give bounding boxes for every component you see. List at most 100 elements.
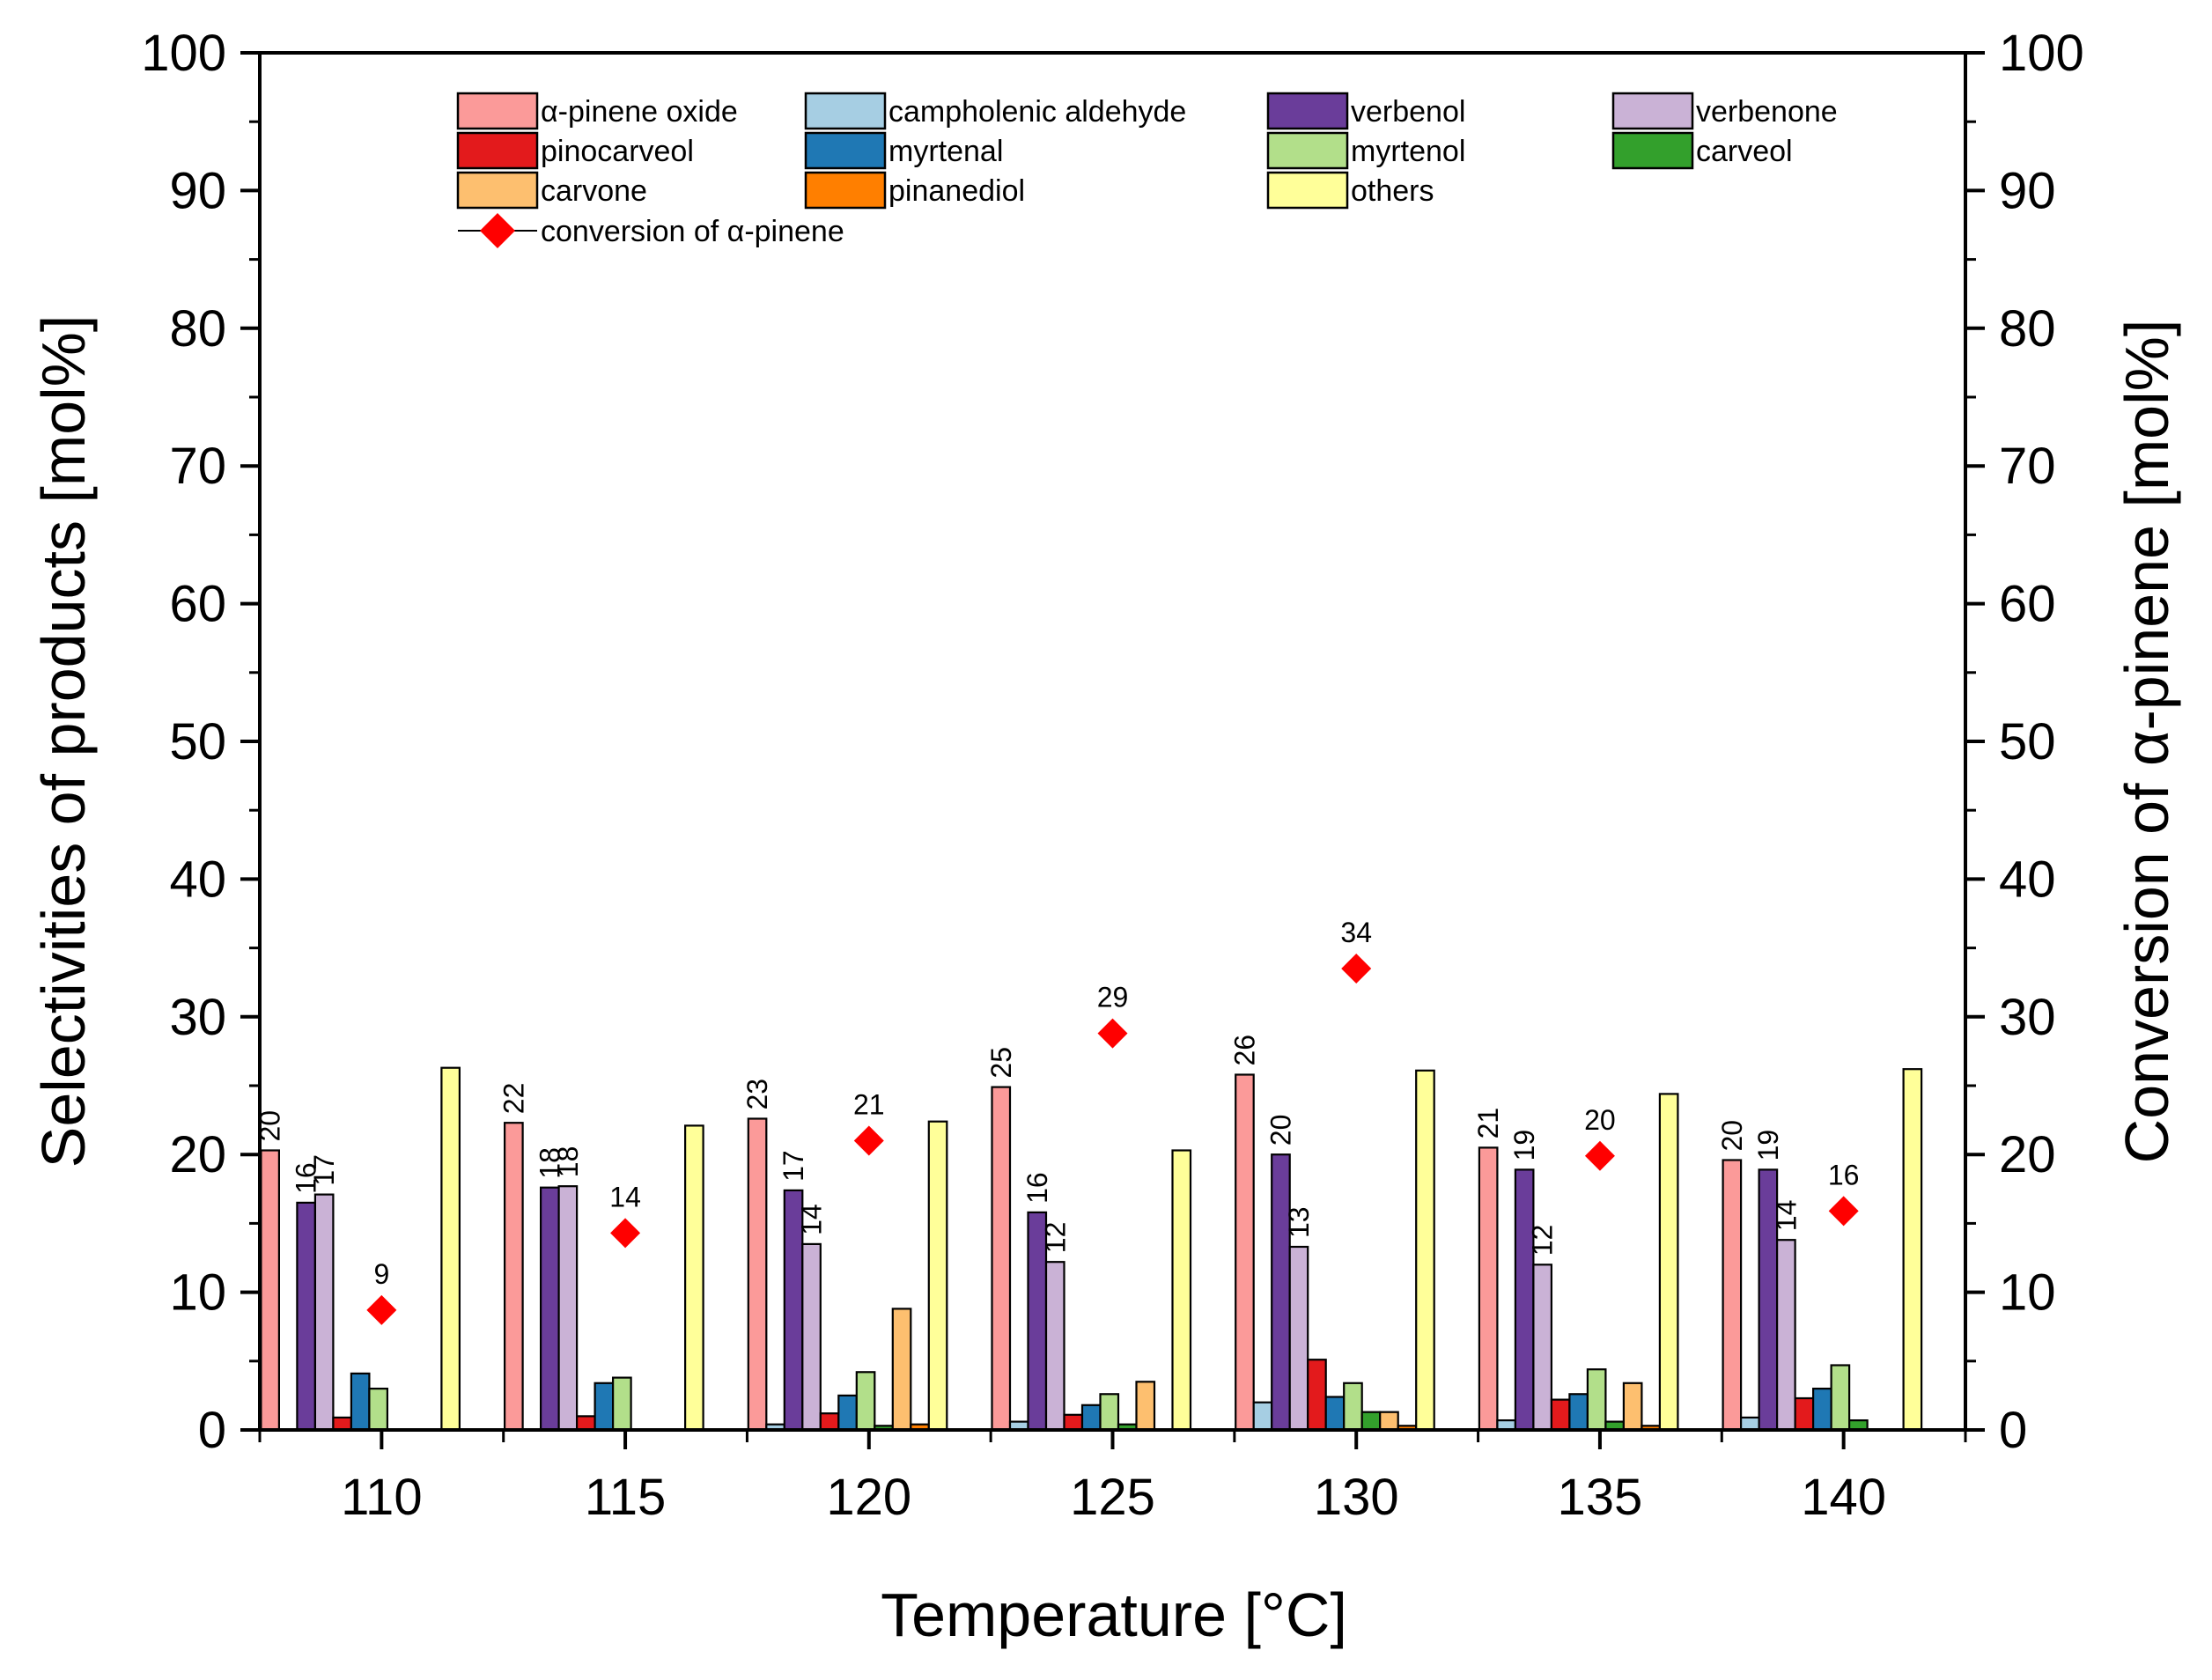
- bar: [1135, 1381, 1156, 1432]
- bar: [1099, 1393, 1120, 1432]
- y-tick-label: 10: [169, 1264, 226, 1322]
- bar-data-label: 12: [1527, 1225, 1559, 1256]
- bar-data-label: 20: [1716, 1120, 1748, 1152]
- bar: [1812, 1387, 1832, 1432]
- x-tick-label: 140: [1801, 1469, 1886, 1526]
- bar-data-label: 16: [291, 1162, 322, 1194]
- bar: [1171, 1149, 1192, 1432]
- bar-data-label: 17: [308, 1154, 340, 1186]
- legend-swatch: [1266, 92, 1349, 130]
- x-axis-title: Temperature [°C]: [881, 1581, 1347, 1649]
- y2-tick-label: 80: [1999, 300, 2056, 357]
- bar: [1568, 1393, 1589, 1432]
- y2-tick-label: 70: [1999, 438, 2056, 495]
- bar: [1478, 1146, 1499, 1432]
- conversion-marker: [610, 1218, 641, 1249]
- conversion-marker: [1828, 1196, 1859, 1227]
- bar: [683, 1124, 704, 1432]
- conversion-data-label: 34: [1340, 917, 1372, 948]
- x-tick-label: 135: [1558, 1469, 1643, 1526]
- bar: [991, 1086, 1012, 1432]
- legend-swatch: [804, 131, 887, 170]
- bar: [891, 1308, 912, 1432]
- conversion-marker: [1584, 1140, 1615, 1171]
- bar-data-label: 20: [1265, 1115, 1297, 1146]
- bar: [350, 1372, 371, 1432]
- bar: [594, 1382, 615, 1432]
- legend-swatch: [1611, 131, 1694, 170]
- bar: [1379, 1411, 1399, 1432]
- legend-label: pinanediol: [888, 174, 1025, 208]
- legend-label: myrtenal: [888, 135, 1003, 168]
- y2-tick-label: 0: [1999, 1402, 2027, 1459]
- bar: [1658, 1093, 1679, 1432]
- y-tick-label: 70: [169, 438, 226, 495]
- conversion-data-label: 29: [1097, 982, 1129, 1013]
- conversion-marker-group: 9 14 21 29 34 20 16: [366, 917, 1859, 1325]
- bar: [837, 1394, 858, 1432]
- legend-label: carveol: [1696, 135, 1793, 168]
- ticks: 0 0 10 10 20 20 30 30 40 40 50 50 60 60 70 70 80 80 90 90 10…: [141, 25, 2084, 1526]
- conversion-data-label: 14: [609, 1181, 641, 1212]
- bar: [1622, 1382, 1643, 1432]
- bar: [313, 1193, 335, 1432]
- bar: [503, 1122, 524, 1432]
- legend-label: myrtenol: [1351, 135, 1465, 168]
- bar: [1307, 1359, 1327, 1432]
- bar: [1288, 1245, 1309, 1432]
- bar-data-label: 14: [796, 1204, 828, 1235]
- legend-marker: [480, 213, 515, 248]
- bar: [611, 1376, 632, 1432]
- y2-tick-label: 60: [1999, 576, 2056, 633]
- bar-data-label: 16: [1021, 1172, 1053, 1204]
- y2-tick-label: 100: [1999, 25, 2084, 82]
- legend-label: others: [1351, 174, 1434, 208]
- bar: [1722, 1159, 1743, 1432]
- bar: [747, 1117, 768, 1432]
- bar: [1080, 1404, 1102, 1432]
- legend-label: verbenol: [1351, 95, 1465, 129]
- bar: [1550, 1398, 1571, 1432]
- legend-label: α-pinene oxide: [541, 95, 738, 129]
- bar: [1514, 1168, 1535, 1432]
- bar-data-label: 22: [498, 1083, 529, 1115]
- bar: [296, 1201, 316, 1432]
- y-tick-label: 90: [169, 162, 226, 219]
- bar: [1532, 1264, 1553, 1432]
- conversion-marker: [853, 1125, 884, 1156]
- bar: [1794, 1396, 1815, 1432]
- y-tick-label: 0: [198, 1402, 226, 1459]
- conversion-data-label: 20: [1584, 1104, 1616, 1136]
- y-tick-label: 60: [169, 576, 226, 633]
- y2-tick-label: 40: [1999, 851, 2056, 908]
- conversion-marker: [1341, 954, 1372, 984]
- y-tick-label: 20: [169, 1126, 226, 1183]
- y2-tick-label: 50: [1999, 713, 2056, 770]
- y2-tick-label: 90: [1999, 162, 2056, 219]
- bar: [332, 1416, 352, 1432]
- y2-tick-label: 10: [1999, 1264, 2056, 1322]
- bar: [1415, 1069, 1435, 1432]
- y-tick-label: 100: [141, 25, 226, 82]
- bar-data-label: 14: [1770, 1200, 1802, 1232]
- bar-data-label: 13: [1283, 1206, 1315, 1238]
- bar: [557, 1185, 579, 1432]
- conversion-data-label: 16: [1828, 1159, 1860, 1190]
- bar-data-label: 23: [741, 1079, 773, 1110]
- y-tick-label: 40: [169, 851, 226, 908]
- y-tick-label: 30: [169, 989, 226, 1046]
- legend-label: pinocarveol: [541, 135, 694, 168]
- bar: [368, 1387, 388, 1432]
- x-tick-label: 130: [1314, 1469, 1399, 1526]
- bar: [1235, 1073, 1255, 1432]
- legend-swatch: [456, 131, 539, 170]
- bar-data-label: 26: [1229, 1035, 1261, 1066]
- legend: α-pinene oxide campholenic aldehyde verben…: [456, 92, 1838, 248]
- legend-swatch: [456, 171, 539, 210]
- legend-swatch: [804, 171, 887, 210]
- bar-group: [260, 1066, 1923, 1432]
- bar: [1271, 1153, 1291, 1432]
- conversion-data-label: 21: [853, 1089, 885, 1121]
